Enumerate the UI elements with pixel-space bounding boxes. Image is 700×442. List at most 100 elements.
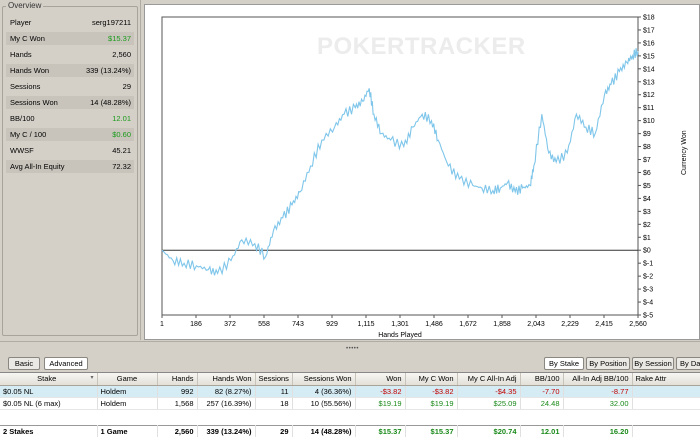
table-cell: 992	[157, 385, 198, 398]
table-cell: 16.20	[563, 424, 633, 437]
tab-by-stake[interactable]: By Stake	[544, 357, 584, 370]
column-header[interactable]: Sessions	[255, 373, 293, 386]
table-cell: $0.05 NL	[0, 385, 98, 398]
table-cell: $0.05 NL (6 max)	[0, 397, 98, 410]
table-row[interactable]: $0.05 NL (6 max) Holdem 1,568 257 (16.39%) 1…	[0, 397, 700, 410]
table-cell: 10 (55.56%)	[292, 397, 356, 410]
table-cell: 2 Stakes	[0, 424, 98, 437]
overview-row: My C / 100 $0.60	[6, 128, 134, 141]
stats-table: Stake ▾ Game Hands Hands Won Sessions Sessions…	[0, 373, 700, 437]
x-tick-label: 743	[292, 321, 304, 328]
profit-line	[161, 48, 639, 276]
sort-desc-icon[interactable]: ▾	[90, 375, 94, 382]
x-tick-label: 1,672	[459, 321, 477, 328]
overview-row: My C Won $15.37	[6, 32, 134, 45]
table-cell: -$3.82	[355, 385, 406, 398]
table-cell: 1 Game	[97, 424, 158, 437]
table-cell: 32.00	[563, 397, 633, 410]
x-tick-label: 186	[190, 321, 202, 328]
x-tick-label: 1,301	[391, 321, 409, 328]
column-header[interactable]: Sessions Won	[292, 373, 356, 386]
overview-label: My C Won	[10, 34, 45, 43]
x-tick-label: 2,415	[595, 321, 613, 328]
tab-basic[interactable]: Basic	[8, 357, 40, 370]
column-header[interactable]: Rake Attr	[632, 373, 700, 386]
column-header[interactable]: Game	[97, 373, 158, 386]
table-cell: 18	[255, 397, 293, 410]
column-header[interactable]: Stake ▾	[0, 373, 98, 386]
x-tick-label: 1	[160, 321, 164, 328]
y-tick-label: $11	[643, 105, 654, 112]
table-cell: 14 (48.28%)	[292, 424, 356, 437]
table-cell: 4 (36.36%)	[292, 385, 356, 398]
splitter-grip-icon: •••••	[346, 346, 360, 352]
column-header[interactable]: BB/100	[520, 373, 564, 386]
column-header-label: Game	[116, 374, 138, 384]
y-tick-label: $9	[643, 131, 651, 138]
x-tick-label: 558	[258, 321, 270, 328]
column-header-label: Rake Attr	[635, 374, 667, 384]
profit-chart: $18$17$16$15$14$13$12$11$10$9$8$7$6$5$4$…	[160, 15, 655, 340]
y-tick-label: $2	[643, 222, 651, 229]
column-header[interactable]: Hands Won	[197, 373, 256, 386]
table-cell: $20.74	[457, 424, 521, 437]
y-tick-label: $17	[643, 27, 655, 34]
y-tick-label: $-3	[643, 287, 653, 294]
y-tick-label: $10	[643, 118, 655, 125]
column-header-label: Sessions Won	[303, 374, 352, 384]
y-tick-label: $4	[643, 196, 651, 203]
table-row[interactable]: $0.05 NL Holdem 992 82 (8.27%) 11 4 (36.36%) -…	[0, 385, 700, 398]
x-tick-label: 2,043	[527, 321, 545, 328]
horizontal-splitter[interactable]: •••••	[0, 341, 700, 353]
column-header-label: Stake	[37, 374, 57, 384]
column-header[interactable]: My C Won	[405, 373, 458, 386]
table-cell: $15.37	[355, 424, 406, 437]
tab-by-session[interactable]: By Session	[632, 357, 674, 370]
y-tick-label: $1	[643, 235, 651, 242]
tab-advanced[interactable]: Advanced	[44, 357, 88, 370]
overview-legend: Overview	[6, 1, 44, 10]
column-header[interactable]: Won	[355, 373, 406, 386]
column-header[interactable]: Hands	[157, 373, 198, 386]
overview-value: 12.01	[112, 114, 131, 123]
overview-row: Hands Won 339 (13.24%)	[6, 64, 134, 77]
y-tick-label: $14	[643, 66, 655, 73]
y-tick-label: $18	[643, 15, 655, 22]
stats-table-wrap: Stake ▾ Game Hands Hands Won Sessions Sessions…	[0, 372, 700, 442]
overview-value: 45.21	[112, 146, 131, 155]
y-tick-label: $6	[643, 170, 651, 177]
overview-label: Hands	[10, 50, 32, 59]
y-tick-label: $5	[643, 183, 651, 190]
column-header[interactable]: My C All-In Adj	[457, 373, 521, 386]
table-cell: 1,568	[157, 397, 198, 410]
y-tick-label: $0	[643, 248, 651, 255]
table-cell: 11	[255, 385, 293, 398]
overview-value: 72.32	[112, 162, 131, 171]
y-tick-label: $3	[643, 209, 651, 216]
column-header[interactable]: All-In Adj BB/100	[563, 373, 633, 386]
table-cell	[632, 424, 700, 437]
overview-row: Avg All-In Equity 72.32	[6, 160, 134, 173]
tab-bar: Basic Advanced By Stake By Position By S…	[0, 355, 700, 371]
y-tick-label: $-5	[643, 313, 653, 320]
y-tick-label: $-1	[643, 261, 653, 268]
vertical-splitter[interactable]	[140, 0, 144, 340]
overview-label: Player	[10, 18, 32, 27]
total-row[interactable]: 2 Stakes 1 Game 2,560 339 (13.24%) 29 14 (48.…	[0, 424, 700, 437]
y-tick-label: $16	[643, 40, 655, 47]
y-tick-label: $-4	[643, 300, 653, 307]
tab-by-position[interactable]: By Position	[586, 357, 630, 370]
table-cell: -7.70	[520, 385, 564, 398]
y-tick-label: $8	[643, 144, 651, 151]
y-tick-label: $12	[643, 92, 655, 99]
column-header-label: Won	[386, 374, 402, 384]
overview-row: Sessions Won 14 (48.28%)	[6, 96, 134, 109]
table-cell: -$4.35	[457, 385, 521, 398]
profit-graph: POKERTRACKER $18 $17 $16 $15 $14 $13 $12 $11 $10…	[144, 4, 700, 340]
overview-value: serg197211	[91, 18, 131, 27]
x-axis-label: Hands Played	[378, 332, 422, 339]
tab-by-date[interactable]: By Da	[676, 357, 700, 370]
overview-panel: Overview Player serg197211 My C Won $15.37 H…	[0, 0, 140, 340]
column-header-label: My C Won	[418, 374, 454, 384]
x-tick-label: 2,560	[629, 321, 647, 328]
